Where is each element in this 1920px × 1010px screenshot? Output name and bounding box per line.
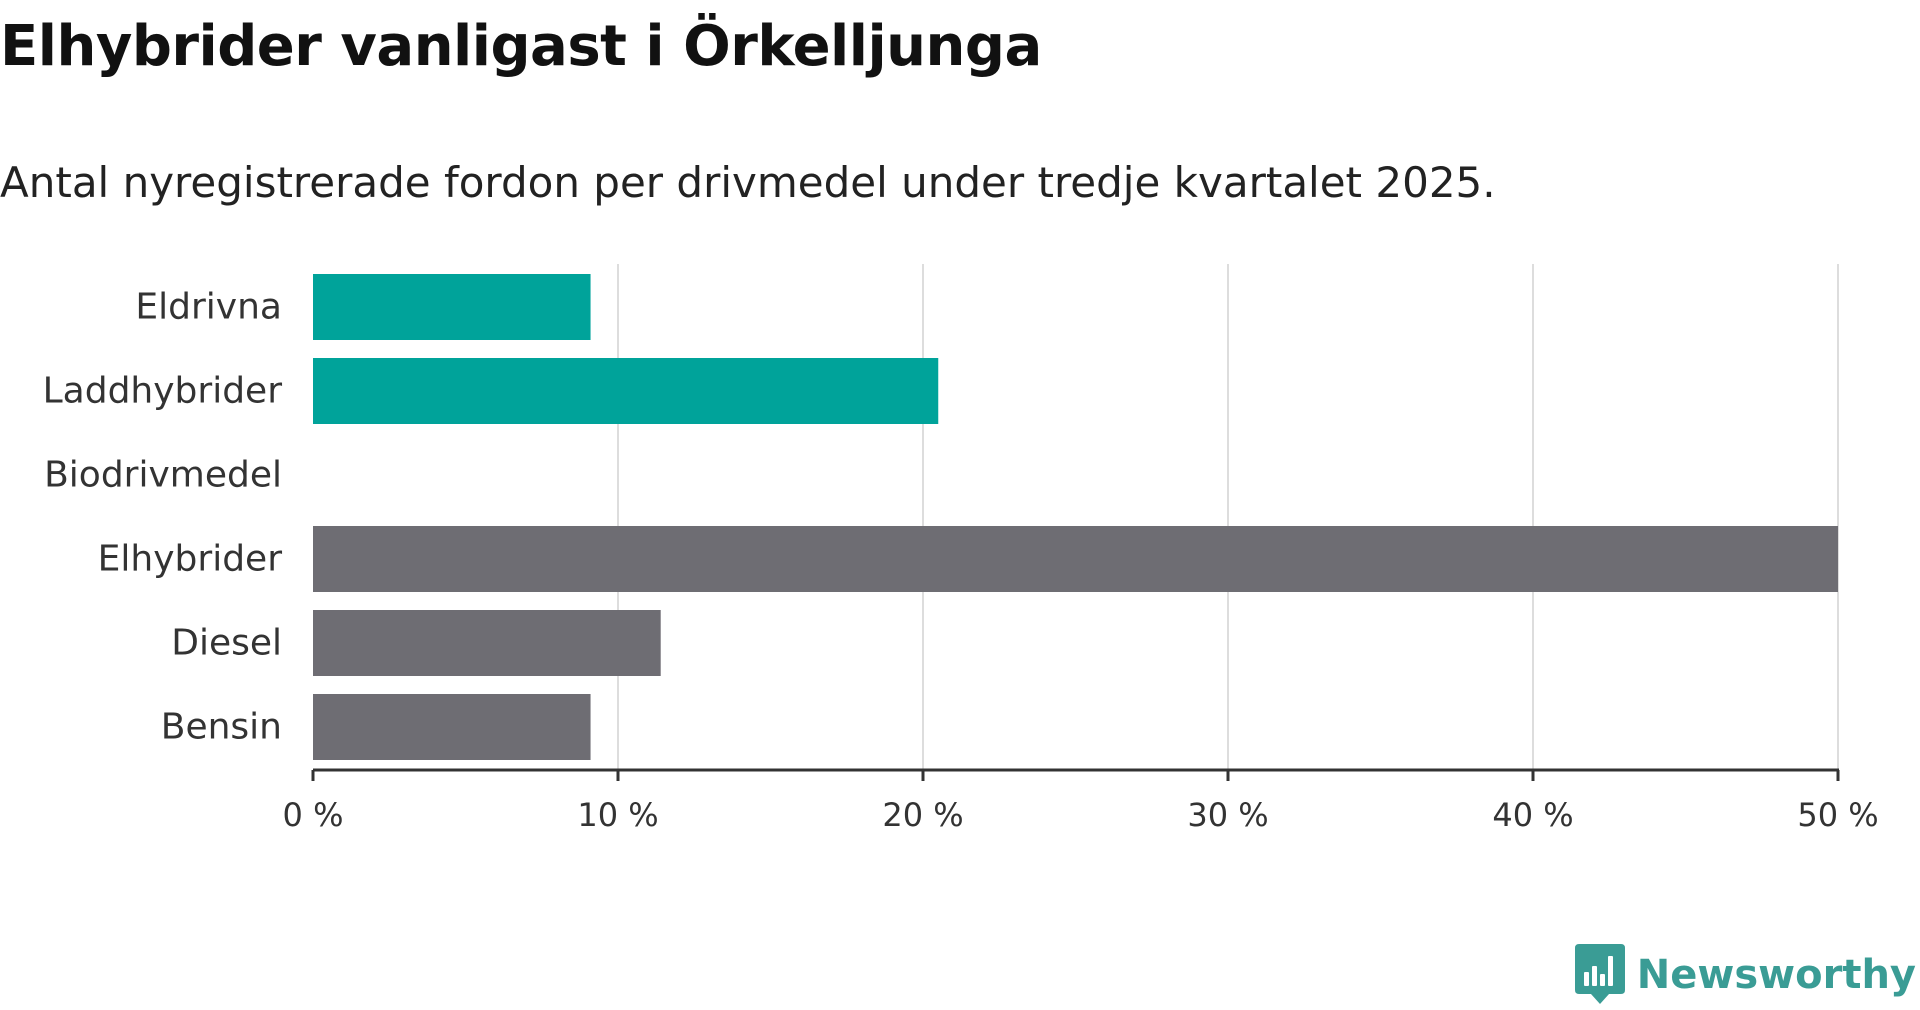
bar-bensin	[313, 694, 591, 760]
x-tick-label: 20 %	[882, 796, 963, 834]
category-label: Laddhybrider	[43, 371, 283, 412]
x-tick-label: 10 %	[577, 796, 658, 834]
chart-title: Elhybrider vanligast i Örkelljunga	[0, 14, 1042, 79]
x-tick-label: 50 %	[1797, 796, 1878, 834]
bar-eldrivna	[313, 274, 591, 340]
category-label: Elhybrider	[98, 539, 283, 580]
brand-logo: Newsworthy	[1574, 940, 1916, 1010]
x-tick-label: 30 %	[1187, 796, 1268, 834]
category-label: Eldrivna	[135, 287, 282, 328]
chart-subtitle: Antal nyregistrerade fordon per drivmede…	[0, 158, 1496, 207]
brand-name: Newsworthy	[1636, 952, 1916, 998]
bar-elhybrider	[313, 526, 1838, 592]
category-label: Biodrivmedel	[44, 455, 282, 496]
bar-diesel	[313, 610, 661, 676]
x-tick-label: 40 %	[1492, 796, 1573, 834]
x-tick-label: 0 %	[283, 796, 344, 834]
category-label: Bensin	[161, 707, 282, 748]
newsworthy-logo-icon	[1574, 944, 1625, 1004]
bar-laddhybrider	[313, 358, 939, 424]
category-label: Diesel	[171, 623, 282, 664]
